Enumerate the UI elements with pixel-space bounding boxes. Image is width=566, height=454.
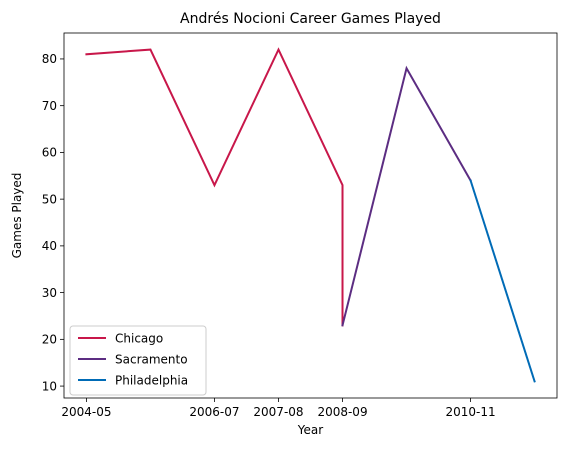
legend-label-chicago: Chicago (115, 331, 163, 345)
series-line-sacramento (341, 65, 472, 327)
x-tick-label: 2006-07 (189, 405, 239, 419)
series-line-philadelphia (469, 179, 536, 383)
y-tick-label: 20 (42, 333, 57, 347)
x-tick-label: 2010-11 (445, 405, 495, 419)
x-tick-label: 2004-05 (61, 405, 111, 419)
y-tick-label: 50 (42, 192, 57, 206)
y-tick-label: 80 (42, 52, 57, 66)
x-tick-label: 2008-09 (317, 405, 367, 419)
y-tick-label: 30 (42, 286, 57, 300)
y-axis: 10 20 30 40 50 60 70 80 (42, 52, 64, 393)
y-axis-label: Games Played (10, 173, 24, 259)
x-tick-label: 2007-08 (253, 405, 303, 419)
chart-title: Andrés Nocioni Career Games Played (180, 11, 441, 27)
series-line-chicago (85, 47, 344, 327)
y-tick-label: 60 (42, 146, 57, 160)
x-axis: 2004-05 2006-07 2007-08 2008-09 2010-11 (61, 398, 496, 419)
legend-label-sacramento: Sacramento (115, 352, 188, 366)
legend-label-philadelphia: Philadelphia (115, 373, 188, 387)
y-tick-label: 40 (42, 239, 57, 253)
x-axis-label: Year (297, 423, 323, 437)
y-tick-label: 10 (42, 379, 57, 393)
legend: Chicago Sacramento Philadelphia (69, 325, 207, 396)
y-tick-label: 70 (42, 99, 57, 113)
legend-box (69, 325, 207, 396)
